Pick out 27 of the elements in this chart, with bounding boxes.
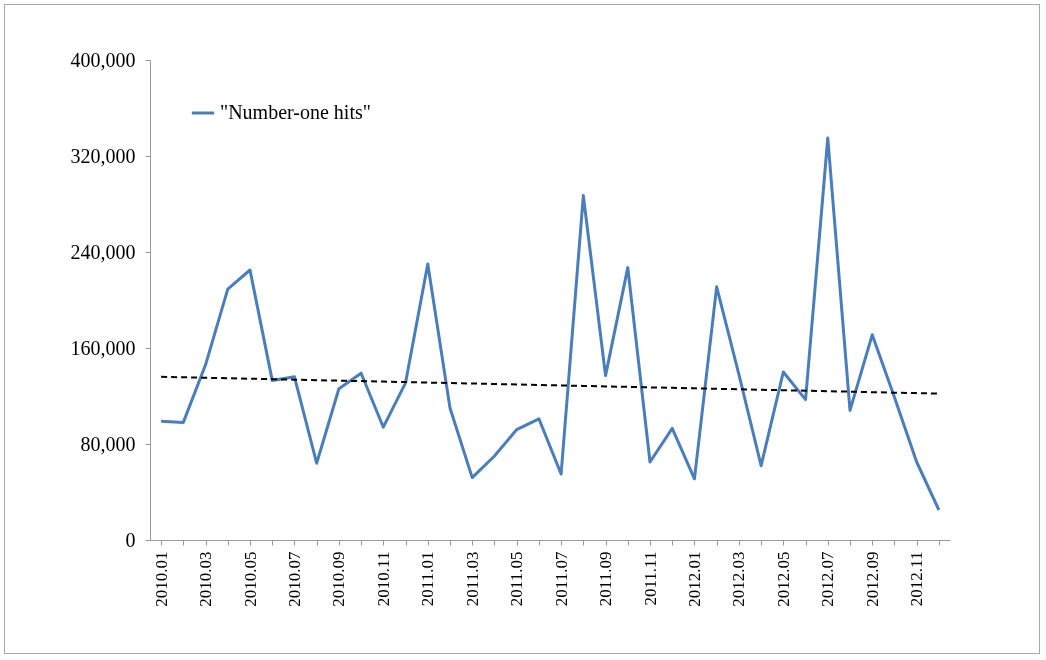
x-tick-label: 2010.09 (329, 551, 349, 607)
x-tick-label: 2010.11 (373, 551, 393, 607)
x-tick-label: 2010.05 (240, 551, 260, 607)
legend-label: "Number-one hits" (220, 101, 371, 123)
line-series (159, 136, 941, 512)
x-tick-label: 2010.07 (284, 551, 304, 607)
x-tick-label: 2010.01 (151, 551, 171, 607)
x-tick-label: 2010.03 (196, 551, 216, 607)
x-tick-label: 2012.03 (729, 551, 749, 607)
x-tick-label: 2012.01 (684, 551, 704, 607)
y-tick-label: 320,000 (70, 144, 136, 167)
x-tick-label: 2011.05 (507, 551, 527, 607)
line-series (160, 375, 940, 395)
y-tick-label: 0 (125, 528, 136, 551)
x-tick-label: 2011.11 (640, 551, 660, 606)
y-tick-label: 80,000 (80, 432, 136, 455)
y-tick-label: 160,000 (70, 336, 136, 359)
x-tick-label: 2012.11 (907, 551, 927, 607)
x-tick-label: 2012.07 (818, 551, 838, 607)
x-tick-label: 2011.07 (551, 551, 571, 607)
x-tick-label: 2012.05 (773, 551, 793, 607)
x-tick-label: 2012.09 (862, 551, 882, 607)
y-tick-label: 240,000 (70, 240, 136, 263)
x-tick-label: 2011.03 (462, 551, 482, 607)
x-tick-label: 2011.01 (418, 551, 438, 607)
x-tick-label: 2011.09 (596, 551, 616, 607)
y-tick-label: 400,000 (70, 48, 136, 71)
